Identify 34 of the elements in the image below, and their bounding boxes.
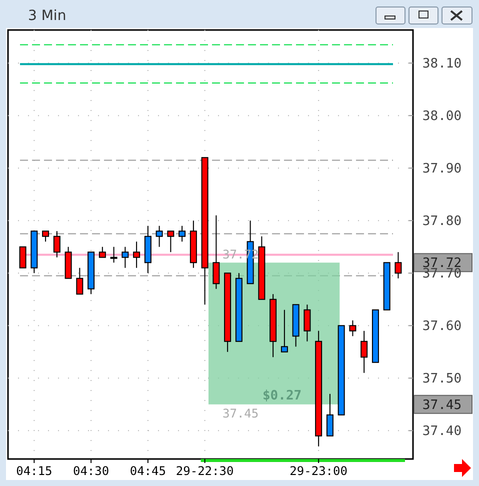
candlestick — [19, 246, 26, 268]
candlestick — [98, 246, 106, 258]
y-tick-label: 37.50 — [422, 372, 462, 387]
y-tick-label: 37.40 — [422, 424, 462, 440]
candlestick — [133, 241, 140, 268]
y-tick-label: 37.80 — [422, 214, 462, 230]
candlestick — [280, 309, 288, 352]
x-tick-label: 04:15 — [16, 464, 52, 478]
annotation: 37.45 — [222, 406, 259, 420]
candlestick — [326, 393, 334, 436]
candlestick — [53, 230, 60, 258]
x-tick-label: 29-22:30 — [176, 464, 234, 478]
candlestick — [76, 267, 84, 295]
candlestick — [394, 252, 402, 279]
band-label: $0.27 — [262, 388, 302, 404]
x-tick-label: 29-23:00 — [290, 464, 348, 478]
candlestick — [42, 230, 50, 242]
y-tick-label: 38.00 — [422, 109, 462, 124]
x-tick-label: 04:30 — [72, 464, 110, 478]
candlestick — [110, 246, 118, 264]
candlestick — [349, 320, 356, 337]
candlestick — [178, 225, 186, 242]
candlestick — [360, 330, 368, 374]
candlestick — [212, 214, 220, 290]
text: 37.45 — [422, 398, 462, 413]
candlestick — [167, 230, 174, 253]
candlestick — [122, 246, 129, 268]
y-tick-label: 37.60 — [422, 319, 462, 334]
y-tick-label: 37.90 — [422, 162, 462, 177]
y-tick-label: 38.10 — [422, 56, 462, 72]
x-tick-label: 04:45 — [130, 464, 166, 478]
chart-title: 3 Min — [28, 8, 66, 24]
candlestick — [156, 225, 163, 248]
candlestick — [304, 304, 311, 342]
